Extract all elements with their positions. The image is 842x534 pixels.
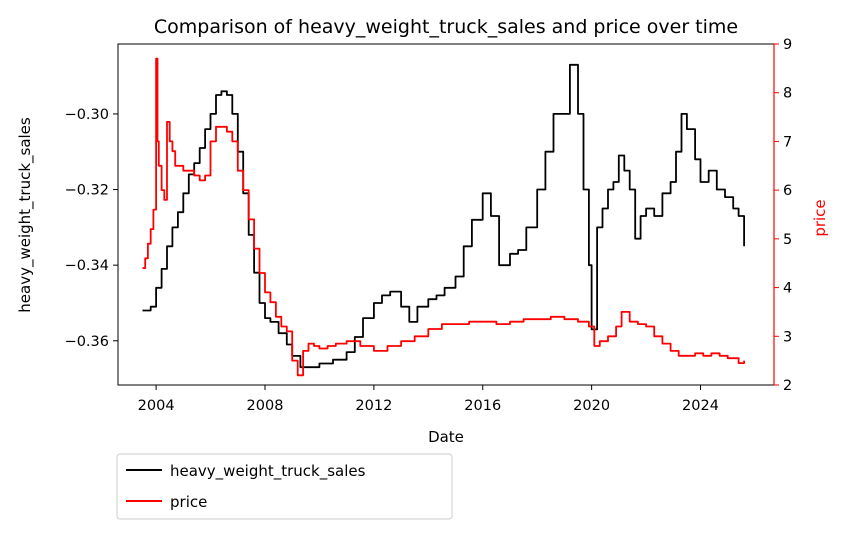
right-y-tick-label: 8: [783, 86, 792, 102]
right-y-tick-label: 7: [783, 134, 792, 150]
right-y-tick-label: 4: [783, 281, 792, 297]
left-y-axis-label: heavy_weight_truck_sales: [16, 117, 35, 313]
left-y-tick-label: −0.30: [65, 107, 109, 123]
left-y-axis: −0.36 −0.34 −0.32 −0.30: [65, 107, 118, 350]
left-y-tick-label: −0.32: [65, 183, 109, 199]
series-layer: [142, 57, 745, 377]
x-tick-label: 2020: [573, 398, 610, 414]
legend: heavy_weight_truck_sales price: [116, 453, 453, 520]
x-tick-label: 2024: [682, 398, 719, 414]
legend-label-price: price: [170, 493, 207, 511]
right-y-tick-label: 3: [783, 329, 792, 345]
left-y-tick-label: −0.36: [65, 334, 109, 350]
x-tick-label: 2004: [138, 398, 175, 414]
right-y-tick-label: 9: [783, 37, 792, 53]
series-line-price: [142, 57, 745, 377]
right-y-tick-label: 5: [783, 232, 792, 248]
x-axis: 2004 2008 2012 2016 2020 2024: [138, 385, 719, 414]
right-y-tick-label: 6: [783, 183, 792, 199]
left-y-tick-label: −0.34: [65, 258, 109, 274]
right-y-axis-label: price: [811, 199, 829, 236]
x-axis-label: Date: [428, 428, 464, 446]
x-tick-label: 2016: [464, 398, 501, 414]
legend-box: [116, 453, 453, 520]
x-tick-label: 2012: [355, 398, 392, 414]
legend-label-heavy-weight-truck-sales: heavy_weight_truck_sales: [170, 462, 366, 481]
right-y-tick-label: 2: [783, 378, 792, 394]
chart-title: Comparison of heavy_weight_truck_sales a…: [154, 16, 738, 38]
right-y-axis: 2 3 4 5 6 7 8 9: [774, 37, 792, 394]
series-line-heavy-weight-truck-sales: [142, 63, 745, 369]
x-tick-label: 2008: [247, 398, 284, 414]
